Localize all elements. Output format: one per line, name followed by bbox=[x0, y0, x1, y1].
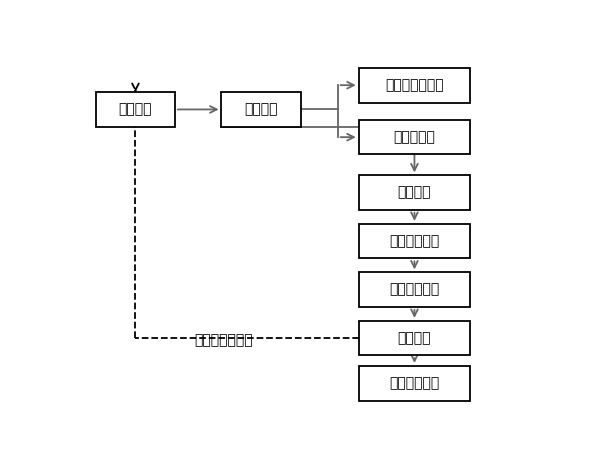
Text: 石方松动爆破: 石方松动爆破 bbox=[389, 283, 440, 297]
FancyBboxPatch shape bbox=[359, 68, 470, 103]
FancyBboxPatch shape bbox=[96, 92, 175, 127]
Text: 测量放样: 测量放样 bbox=[119, 103, 152, 117]
Text: 石渣挖运: 石渣挖运 bbox=[398, 331, 431, 345]
FancyBboxPatch shape bbox=[359, 321, 470, 356]
Text: 基坑底面清理: 基坑底面清理 bbox=[389, 376, 440, 390]
FancyBboxPatch shape bbox=[359, 272, 470, 307]
FancyBboxPatch shape bbox=[359, 224, 470, 258]
Text: 覆盖层开挖: 覆盖层开挖 bbox=[394, 130, 436, 144]
FancyBboxPatch shape bbox=[221, 92, 301, 127]
Text: 钻孔验孔: 钻孔验孔 bbox=[398, 185, 431, 200]
FancyBboxPatch shape bbox=[359, 176, 470, 210]
FancyBboxPatch shape bbox=[359, 120, 470, 154]
Text: 下一个台阶开挖: 下一个台阶开挖 bbox=[194, 333, 253, 347]
Text: 植被清理: 植被清理 bbox=[244, 103, 278, 117]
Text: 坡面预裂爆破: 坡面预裂爆破 bbox=[389, 234, 440, 248]
Text: 截、排水沟开挖: 截、排水沟开挖 bbox=[385, 78, 444, 92]
FancyBboxPatch shape bbox=[359, 366, 470, 400]
